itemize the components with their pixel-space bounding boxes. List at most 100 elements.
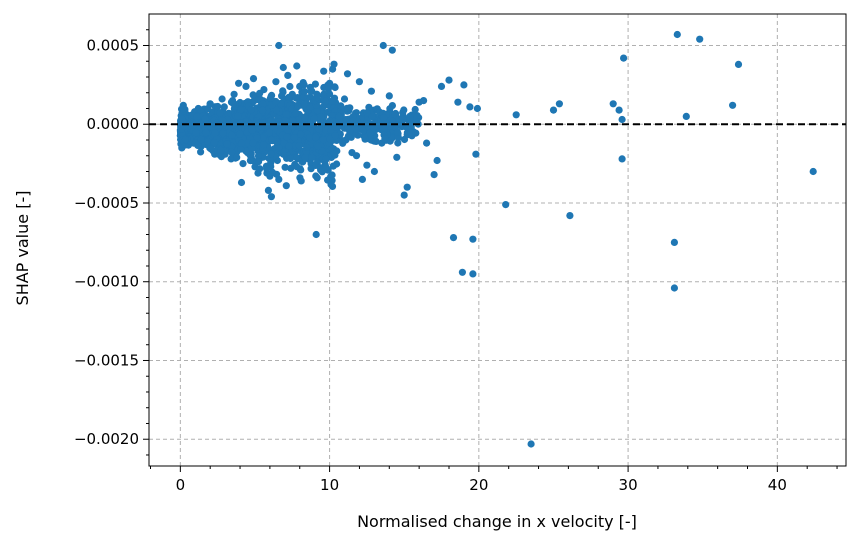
data-point [292,94,300,102]
data-point [223,140,231,148]
data-point [303,143,311,151]
data-point [370,167,378,176]
data-point [330,150,338,158]
data-point [370,124,378,132]
data-point [202,129,210,137]
data-point [346,127,354,135]
data-point [210,139,218,147]
data-point [288,122,296,130]
data-point [285,93,293,102]
data-point [220,103,228,111]
data-point [218,95,226,103]
data-point [259,100,267,108]
data-point [372,137,380,145]
plot-frame [148,13,847,467]
data-point [241,121,249,129]
data-point [355,78,363,86]
data-point [809,167,817,176]
data-point [248,126,256,134]
data-point [253,134,261,142]
data-point [297,130,305,138]
data-point [319,103,327,111]
data-point [729,101,737,109]
data-point [314,142,322,151]
data-point [380,114,388,122]
data-point [394,134,402,142]
points-layer [176,30,817,448]
data-point [237,106,245,114]
data-point [292,153,300,161]
data-point [342,116,351,124]
data-point [310,115,318,123]
data-point [237,145,245,153]
x-tick-label: 30 [619,476,638,494]
data-point [566,212,574,220]
data-point [388,46,396,54]
data-point [734,60,743,68]
data-point [349,117,357,125]
data-point [458,268,466,276]
data-point [400,135,409,144]
data-point [249,91,257,99]
data-point [258,106,267,114]
data-point [204,138,212,146]
y-tick-label: 0.0005 [87,36,140,54]
data-point [234,112,242,120]
data-point [228,131,236,139]
data-point [391,111,399,119]
data-point [301,153,309,162]
data-point [235,79,243,87]
data-point [312,230,320,239]
data-point [193,113,201,121]
data-point [670,238,679,246]
data-point [290,134,298,142]
y-tick-label: −0.0010 [74,273,139,291]
data-point [469,270,477,278]
x-tick-label: 20 [469,476,488,494]
y-tick-label: −0.0005 [74,194,139,212]
data-point [255,158,263,166]
axes-layer [148,13,847,467]
data-point [331,132,339,140]
data-point [331,83,339,92]
data-point [256,165,264,173]
data-point [335,112,343,121]
data-point [266,94,275,102]
data-point [368,112,376,120]
data-point [363,109,371,117]
x-axis-label: Normalised change in x velocity [-] [357,512,637,531]
data-point [291,109,300,117]
data-point [219,129,227,137]
data-point [343,70,352,78]
data-point [217,146,225,154]
data-point [306,133,314,142]
data-point [502,201,510,209]
data-point [360,132,368,140]
data-point [206,100,214,108]
data-point [696,35,704,43]
data-point [294,116,302,124]
data-point [407,129,415,137]
data-point [340,95,349,103]
data-point [286,82,294,91]
data-point [322,155,330,163]
data-point [339,139,347,147]
data-point [615,106,623,114]
ticks-layer: 0 10 20 30 40 0.0005 0.0000 −0.0005 −0.0010 −0.00… [74,29,838,494]
grid-layer [149,14,846,466]
data-point [256,89,264,97]
data-point [316,164,325,172]
data-point [358,175,366,183]
data-point [259,141,268,149]
data-point [449,234,458,242]
data-point [228,148,236,156]
data-point [673,30,681,39]
data-point [264,186,272,194]
data-point [326,90,334,98]
data-point [242,82,250,90]
data-point [367,87,375,95]
data-point [300,100,308,108]
data-point [406,114,414,122]
